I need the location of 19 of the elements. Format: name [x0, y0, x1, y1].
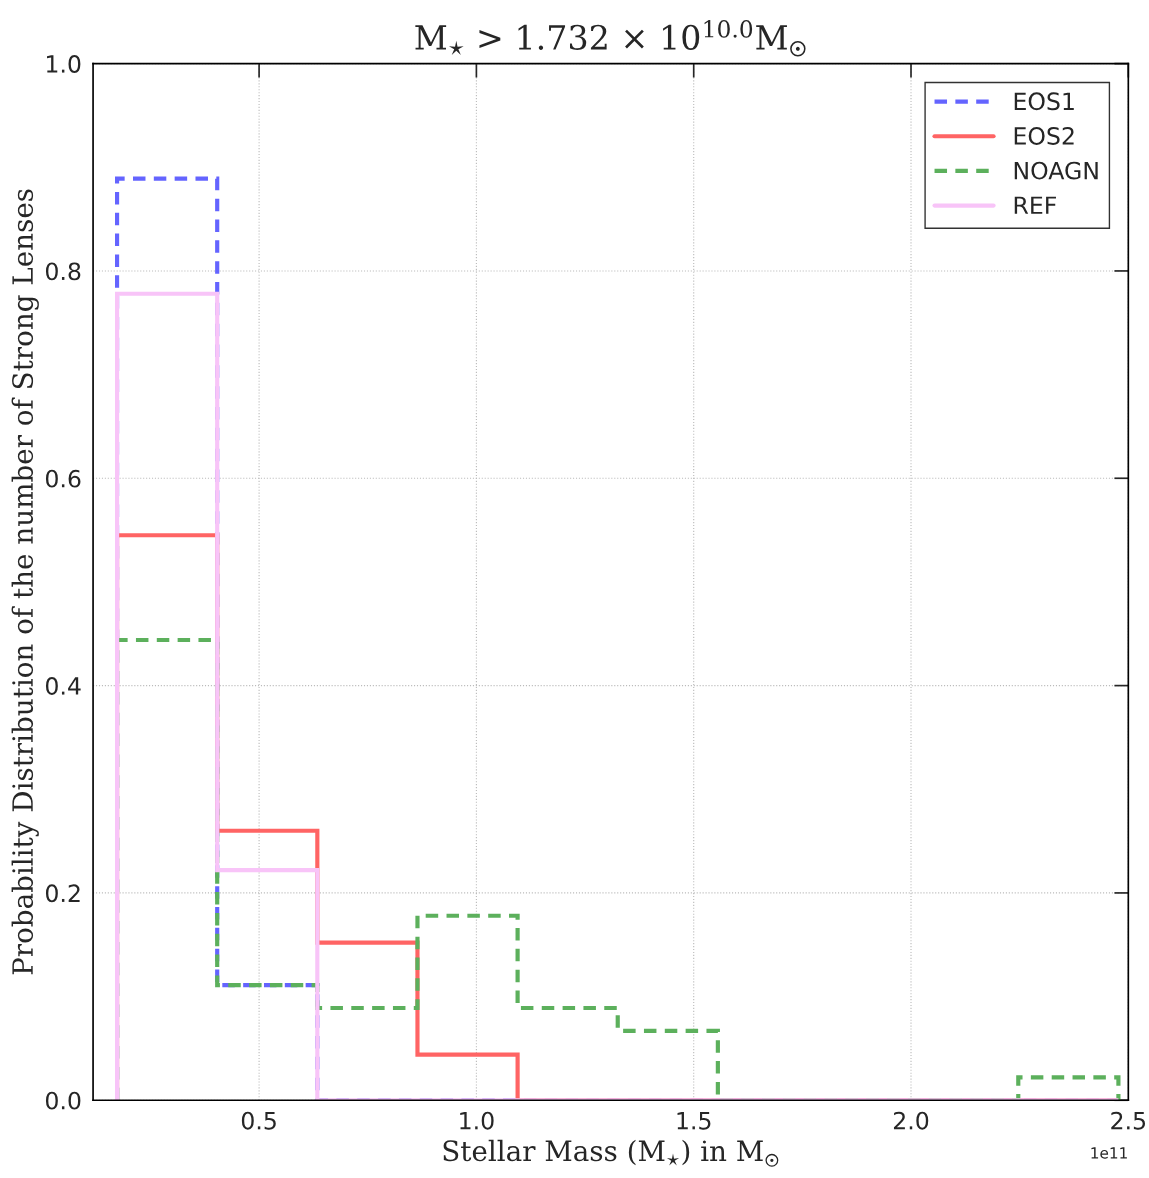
- y-tick-label: 0.8: [45, 262, 81, 281]
- y-tick-label: 1.0: [47, 55, 81, 73]
- legend-label: REF: [1014, 196, 1056, 214]
- x-tick-label: 1.5: [677, 1112, 711, 1130]
- y-tick-label: 0.0: [45, 1091, 81, 1110]
- y-tick-label: 0.6: [45, 469, 81, 488]
- x-tick-label: 1.0: [460, 1111, 494, 1130]
- y-tick-label: 0.2: [45, 884, 80, 903]
- x-axis-title: Stellar Mass (M$_{⋆}$) in M$_{☉}$: [443, 1139, 779, 1167]
- text: 1e11: [1091, 1147, 1127, 1159]
- x-tick-label: 2.5: [1111, 1111, 1146, 1130]
- y-tick-label: 0.4: [45, 677, 81, 695]
- chart-title: M$_{⋆}$ > 1.732 × 10$^{10.0}$M$_{☉}$: [415, 20, 806, 57]
- x-tick-label: 0.5: [241, 1111, 276, 1130]
- x-tick-label: 2.0: [893, 1111, 929, 1130]
- legend-label: NOAGN: [1014, 161, 1098, 180]
- y-axis-title: Probability Distribution of the number of Strong Lenses: [11, 189, 39, 975]
- legend-label: EOS1: [1014, 92, 1074, 111]
- legend-label: EOS2: [1014, 127, 1074, 145]
